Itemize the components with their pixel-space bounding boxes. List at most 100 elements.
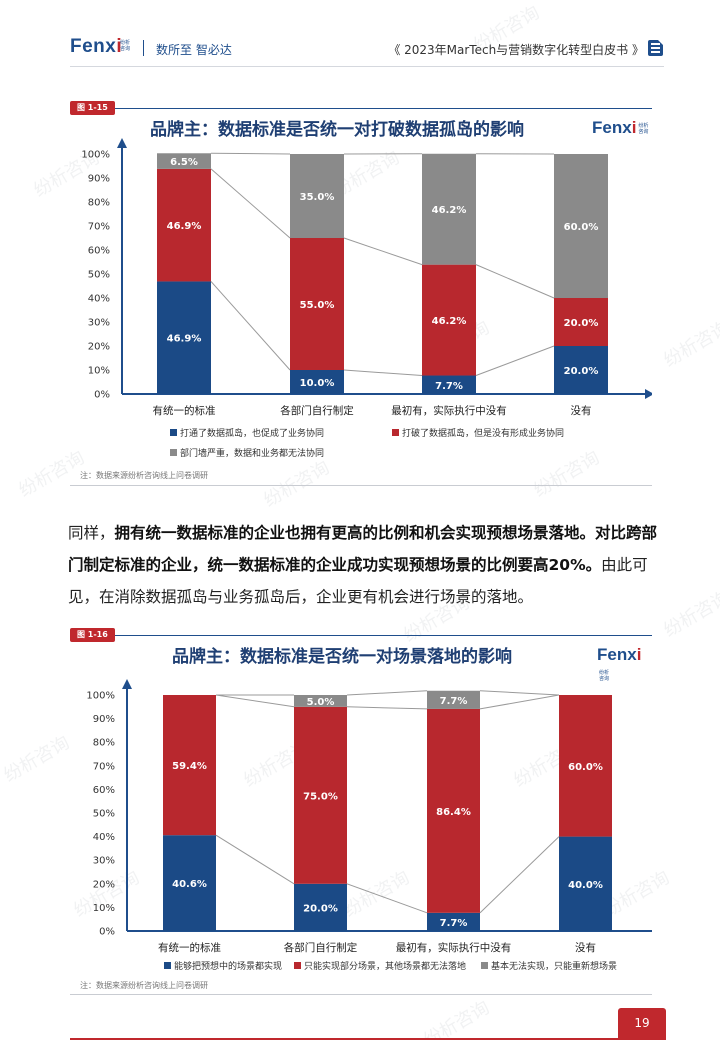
- y-tick-label: 90%: [93, 714, 115, 725]
- figure-bottom-rule: [70, 485, 652, 486]
- category-label: 有统一的标准: [158, 941, 221, 954]
- figure-1-15: 图 1-15 品牌主：数据标准是否统一对打破数据孤岛的影响 Fenxi 纷析咨询 …: [70, 101, 652, 487]
- y-tick-label: 40%: [88, 294, 110, 305]
- y-tick-label: 30%: [88, 318, 110, 329]
- data-label: 7.7%: [440, 918, 468, 929]
- legend-label: 打破了数据孤岛，但是没有形成业务协同: [402, 427, 564, 439]
- legend-label: 只能实现部分场景，其他场景都无法落地: [304, 960, 466, 972]
- figure-top-rule: [70, 108, 652, 109]
- figure-tag: 图 1-15: [70, 101, 115, 115]
- y-tick-label: 50%: [88, 270, 110, 281]
- bar-segment: [290, 370, 344, 394]
- bar-segment: [554, 154, 608, 298]
- bar-segment: [427, 708, 480, 913]
- y-axis-arrow: [122, 679, 132, 689]
- category-label: 各部门自行制定: [284, 941, 358, 954]
- header-rule: [70, 66, 664, 67]
- chart-title: 品牌主：数据标准是否统一对场景落地的影响: [172, 647, 512, 667]
- bar-segment: [157, 281, 211, 394]
- data-label: 60.0%: [564, 222, 599, 233]
- chart-title: 品牌主：数据标准是否统一对打破数据孤岛的影响: [150, 120, 524, 140]
- bar-segment: [294, 706, 347, 884]
- footer-rule: [70, 1038, 618, 1040]
- figure-1-16: 图 1-16 品牌主：数据标准是否统一对场景落地的影响 Fenxi纷析咨询 0%…: [70, 628, 652, 1000]
- y-tick-label: 20%: [88, 342, 110, 353]
- data-label: 46.9%: [167, 221, 202, 232]
- bar-segment: [554, 298, 608, 346]
- connector-line: [215, 694, 295, 708]
- connector-line: [215, 834, 295, 885]
- data-label: 60.0%: [568, 762, 603, 773]
- watermark: 纷析咨询: [0, 732, 74, 787]
- bar-segment: [559, 695, 612, 837]
- data-label: 7.7%: [440, 696, 468, 707]
- legend-label: 打通了数据孤岛，也促成了业务协同: [180, 427, 324, 439]
- y-tick-label: 80%: [93, 738, 115, 749]
- figure-logo: Fenxi纷析咨询: [597, 645, 642, 682]
- body-paragraph: 同样，拥有统一数据标准的企业也拥有更高的比例和机会实现预想场景落地。对比跨部门制…: [68, 524, 658, 606]
- fenxi-logo: Fenxi: [70, 36, 123, 57]
- connector-line: [475, 264, 555, 299]
- category-label: 最初有，实际执行中没有: [396, 941, 512, 954]
- connector-line: [346, 883, 428, 914]
- bar-segment: [157, 168, 211, 282]
- connector-line: [479, 690, 560, 696]
- legend-label: 基本无法实现，只能重新想场景: [491, 960, 617, 972]
- document-title: 《 2023年MarTech与营销数字化转型白皮书 》: [388, 43, 644, 57]
- category-label: 有统一的标准: [153, 404, 216, 417]
- source-note: 注：数据来源纷析咨询线上问卷调研: [80, 981, 208, 990]
- category-label: 没有: [571, 404, 592, 417]
- connector-line: [343, 369, 423, 377]
- data-label: 59.4%: [172, 761, 207, 772]
- bar-segment: [290, 154, 344, 238]
- bar-segment: [554, 346, 608, 394]
- bar-segment: [294, 883, 347, 931]
- bar-segment: [422, 375, 476, 394]
- bar-segment: [163, 695, 216, 836]
- y-tick-label: 0%: [94, 390, 110, 401]
- bar-segment: [294, 695, 347, 707]
- y-tick-label: 60%: [93, 785, 115, 796]
- page-number: 19: [618, 1008, 666, 1040]
- figure-bottom-rule: [70, 994, 652, 995]
- y-tick-label: 80%: [88, 198, 110, 209]
- connector-line: [343, 237, 423, 266]
- legend-swatch: [392, 429, 399, 436]
- category-label: 没有: [575, 941, 596, 954]
- y-tick-label: 20%: [93, 879, 115, 890]
- connector-line: [346, 690, 428, 696]
- data-label: 40.0%: [568, 880, 603, 891]
- data-label: 20.0%: [303, 903, 338, 914]
- connector-line: [479, 836, 560, 914]
- connector-line: [210, 281, 291, 371]
- legend-swatch: [481, 962, 488, 969]
- bar-segment: [290, 238, 344, 370]
- legend-label: 部门墙严重，数据和业务都无法协同: [180, 447, 324, 459]
- page-header: Fenxi 纷析咨询 数所至 智必达 《 2023年MarTech与营销数字化转…: [0, 0, 720, 70]
- y-tick-label: 100%: [81, 150, 110, 161]
- category-label: 各部门自行制定: [280, 404, 354, 417]
- data-label: 55.0%: [300, 300, 335, 311]
- data-label: 10.0%: [300, 378, 335, 389]
- y-tick-label: 100%: [86, 691, 115, 702]
- connector-line: [210, 152, 291, 155]
- y-tick-label: 10%: [88, 366, 110, 377]
- stacked-bar-chart: 0% 10% 20% 30% 40% 50% 60% 70% 80% 90% 100% 40.6% 59…: [86, 679, 652, 972]
- data-label: 35.0%: [300, 192, 335, 203]
- legend-swatch: [170, 429, 177, 436]
- legend-label: 能够把预想中的场景都实现: [174, 960, 282, 972]
- data-label: 75.0%: [303, 791, 338, 802]
- bar-segment: [157, 153, 211, 169]
- bar-segment: [427, 912, 480, 931]
- connector-line: [479, 694, 560, 710]
- data-label: 40.6%: [172, 879, 207, 890]
- legend-swatch: [170, 449, 177, 456]
- y-tick-label: 0%: [99, 927, 115, 938]
- figure-tag: 图 1-16: [70, 628, 115, 642]
- bar-segment: [427, 690, 480, 709]
- data-label: 20.0%: [564, 366, 599, 377]
- watermark: 纷析咨询: [420, 997, 494, 1040]
- connector-line: [210, 168, 291, 239]
- watermark: 纷析咨询: [660, 317, 720, 372]
